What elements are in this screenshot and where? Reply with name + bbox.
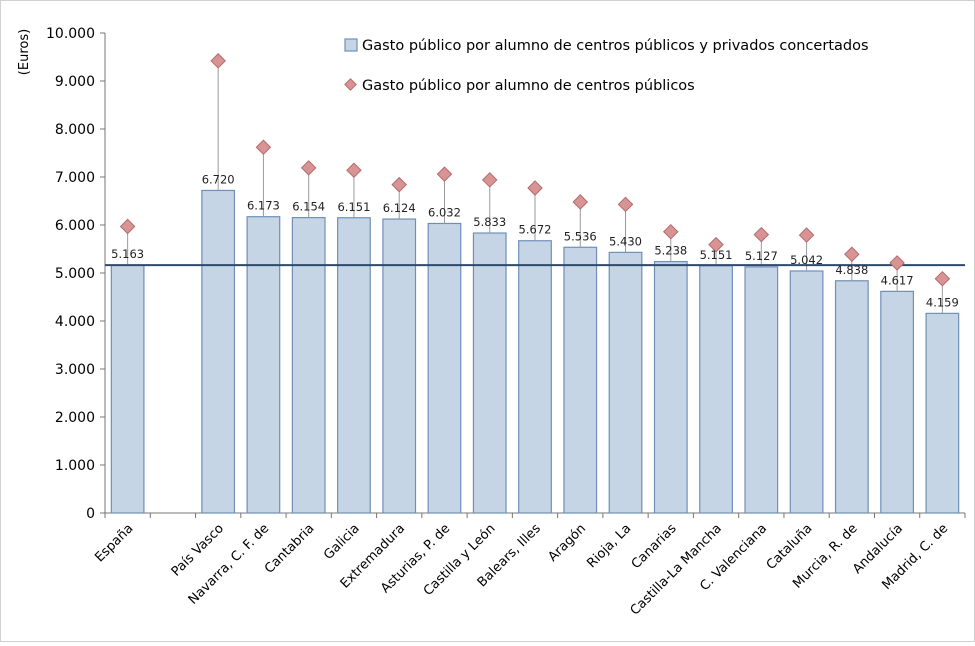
bar bbox=[518, 240, 552, 514]
bar bbox=[834, 280, 869, 514]
y-tick-label: 9.000 bbox=[55, 74, 95, 90]
bar-value-label: 6.173 bbox=[247, 199, 280, 213]
bar-value-label: 5.833 bbox=[473, 215, 506, 229]
marker-point bbox=[255, 139, 272, 156]
legend-label-markers: Gasto público por alumno de centros públ… bbox=[362, 78, 695, 94]
bar-value-label: 5.430 bbox=[609, 234, 642, 248]
legend-label-bars: Gasto público por alumno de centros públ… bbox=[362, 38, 869, 54]
bar-value-label: 4.838 bbox=[835, 263, 868, 277]
legend: Gasto público por alumno de centros públ… bbox=[344, 38, 869, 94]
legend-marker-swatch bbox=[344, 78, 357, 91]
bar bbox=[744, 266, 779, 514]
bar bbox=[880, 290, 915, 514]
data-labels: 5.163 6.720 6.173 6.154 6.151 6.124 6.032 5.833… bbox=[111, 172, 959, 309]
bar bbox=[925, 312, 960, 514]
bar-value-label: 5.042 bbox=[790, 253, 823, 267]
marker-point bbox=[527, 180, 543, 196]
y-tick-label: 4.000 bbox=[55, 314, 95, 330]
marker-point bbox=[934, 270, 951, 287]
y-tick-label: 8.000 bbox=[55, 122, 95, 138]
bar bbox=[789, 270, 824, 514]
y-tick-label: 10.000 bbox=[46, 26, 95, 42]
marker-point bbox=[346, 162, 362, 179]
bar bbox=[110, 264, 145, 514]
marker-point bbox=[300, 160, 317, 176]
marker-point bbox=[572, 194, 589, 210]
y-tick-label: 1.000 bbox=[55, 458, 95, 474]
marker-point bbox=[617, 196, 634, 213]
markers bbox=[119, 53, 951, 287]
bar bbox=[291, 217, 326, 514]
bar-value-label: 5.672 bbox=[519, 223, 552, 237]
marker-point bbox=[844, 246, 860, 263]
marker-point bbox=[889, 255, 905, 271]
marker-point bbox=[119, 218, 136, 235]
y-tick-label: 7.000 bbox=[55, 170, 95, 186]
bar-value-label: 5.151 bbox=[700, 248, 733, 262]
legend-bar-swatch bbox=[344, 38, 358, 52]
bar bbox=[608, 251, 643, 514]
marker-point bbox=[481, 172, 498, 188]
y-axis-label: (Euros) bbox=[17, 29, 32, 75]
bar-value-label: 6.720 bbox=[202, 172, 235, 186]
bar-value-label: 5.238 bbox=[654, 244, 687, 258]
bar bbox=[382, 218, 417, 514]
bar-value-label: 5.163 bbox=[111, 247, 144, 261]
y-tick-label: 5.000 bbox=[55, 266, 95, 282]
bar bbox=[246, 216, 281, 514]
y-tick-label: 2.000 bbox=[55, 410, 95, 426]
marker-point bbox=[210, 53, 226, 69]
bar bbox=[201, 189, 236, 514]
bar-value-label: 5.536 bbox=[564, 229, 597, 243]
marker-point bbox=[798, 227, 815, 243]
bar bbox=[653, 260, 688, 514]
bar-value-label: 6.124 bbox=[383, 201, 416, 215]
marker-point bbox=[391, 176, 407, 193]
bar bbox=[472, 232, 507, 514]
bar bbox=[563, 246, 598, 514]
bar bbox=[427, 222, 462, 514]
bar-value-label: 4.617 bbox=[881, 273, 914, 287]
bar-value-label: 6.151 bbox=[337, 200, 370, 214]
marker-point bbox=[663, 223, 679, 240]
marker-point bbox=[753, 226, 770, 243]
y-tick-label: 3.000 bbox=[55, 362, 95, 378]
bar-value-label: 4.159 bbox=[926, 295, 959, 309]
y-tick-label: 6.000 bbox=[55, 218, 95, 234]
bar-value-label: 5.127 bbox=[745, 249, 778, 263]
marker-point bbox=[436, 166, 453, 182]
bar bbox=[337, 217, 371, 514]
bar-value-label: 6.154 bbox=[292, 200, 325, 214]
marker-point bbox=[708, 236, 724, 253]
y-tick-label: 0 bbox=[86, 506, 95, 522]
bar-value-label: 6.032 bbox=[428, 205, 461, 219]
bar bbox=[699, 265, 733, 514]
